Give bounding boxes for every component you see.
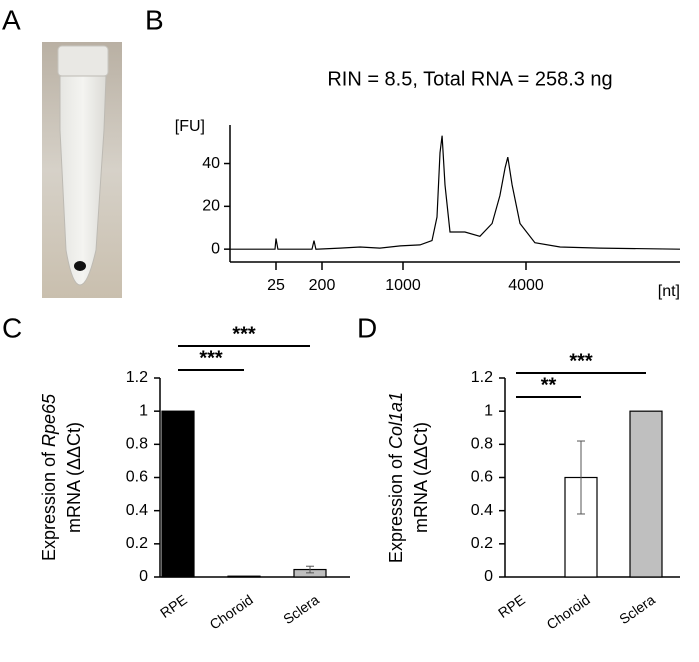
y-tick-label: 0.8 (126, 436, 148, 453)
x-tick-label: 200 (309, 277, 336, 294)
y-tick-label: 20 (202, 198, 220, 215)
panel-label: B (145, 4, 164, 35)
y-axis-label-gene: Col1a1 (386, 392, 406, 449)
x-tick-label: 25 (267, 277, 285, 294)
y-tick-label: 0.6 (126, 469, 148, 486)
panel-label: A (2, 4, 21, 35)
y-axis-label-gene: Rpe65 (39, 393, 59, 447)
chart-title: RIN = 8.5, Total RNA = 258.3 ng (327, 68, 612, 90)
y-tick-label: 1 (484, 402, 493, 419)
y-tick-label: 40 (202, 155, 220, 172)
y-tick-label: 0.8 (471, 436, 493, 453)
significance-label: *** (199, 347, 223, 369)
bar (227, 575, 261, 578)
y-axis-label: Expression of Rpe65 (39, 393, 59, 561)
y-tick-label: 1.2 (126, 369, 148, 386)
y-axis-label: [FU] (175, 118, 205, 135)
y-tick-label: 0.4 (471, 502, 493, 519)
x-tick-label: Sclera (280, 591, 322, 627)
y-tick-label: 0.4 (126, 502, 148, 519)
y-tick-label: 0.6 (471, 469, 493, 486)
y-tick-label: 1.2 (471, 369, 493, 386)
x-tick-label: RPE (495, 591, 528, 621)
y-axis-label-prefix: Expression of (39, 451, 59, 561)
y-tick-label: 0 (484, 568, 493, 585)
x-axis-label: [nt] (658, 283, 680, 300)
x-tick-label: Sclera (616, 591, 658, 627)
y-axis-label: Expression of Col1a1 (386, 392, 406, 563)
y-tick-label: 0.2 (471, 535, 493, 552)
y-tick-label: 0 (211, 240, 220, 257)
significance-label: ** (541, 374, 557, 396)
bar (629, 410, 663, 578)
x-tick-label: RPE (157, 591, 190, 621)
y-axis-label: mRNA (ΔΔCt) (411, 422, 431, 533)
trace-line (230, 135, 681, 250)
y-tick-label: 0.2 (126, 535, 148, 552)
y-axis-label: mRNA (ΔΔCt) (64, 422, 84, 533)
tube-photo (42, 42, 122, 298)
y-tick-label: 1 (139, 402, 148, 419)
significance-label: *** (232, 323, 256, 345)
significance-label: *** (569, 350, 593, 372)
x-tick-label: 4000 (508, 277, 544, 294)
y-axis-label-prefix: Expression of (386, 453, 406, 563)
panel-label: D (357, 312, 377, 343)
bar (161, 410, 195, 578)
x-tick-label: 1000 (385, 277, 421, 294)
x-tick-label: Choroid (544, 591, 593, 632)
panel-label: C (2, 312, 22, 343)
x-tick-label: Choroid (207, 591, 256, 632)
y-tick-label: 0 (139, 568, 148, 585)
